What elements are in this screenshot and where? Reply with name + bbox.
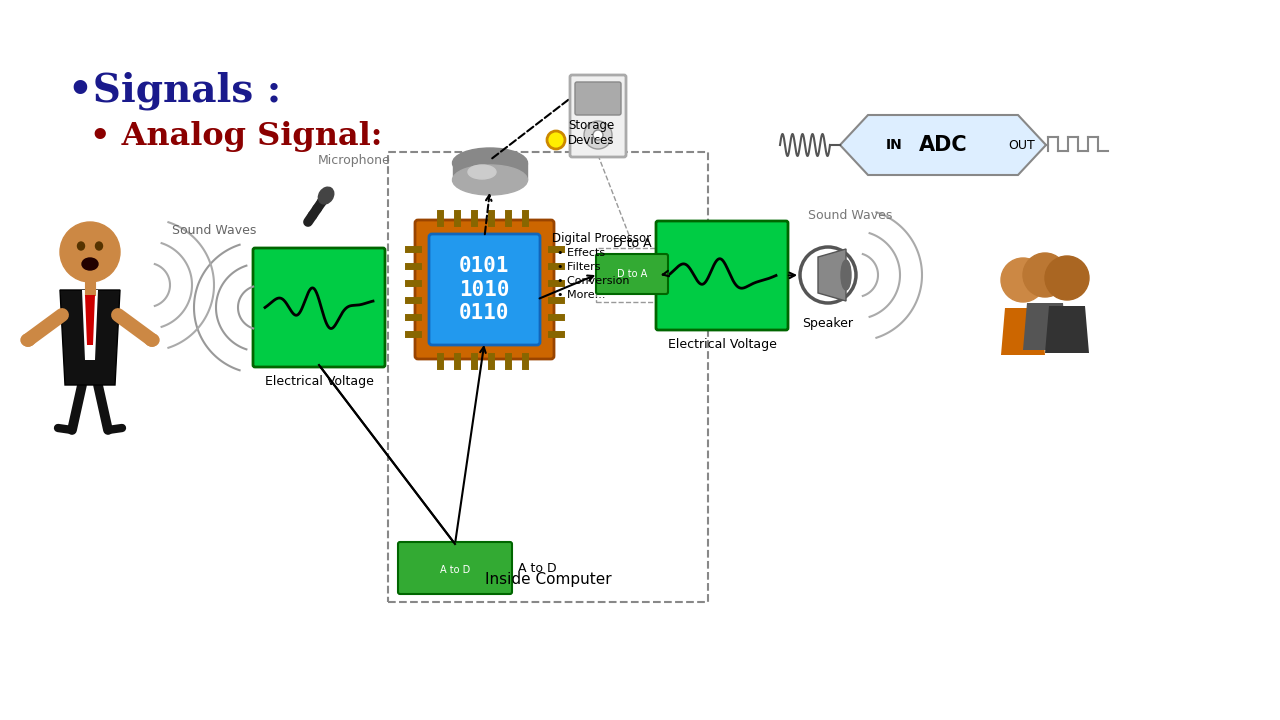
Text: Electrical Voltage: Electrical Voltage bbox=[265, 375, 374, 388]
FancyBboxPatch shape bbox=[253, 248, 385, 367]
Circle shape bbox=[584, 121, 612, 149]
Text: • Filters: • Filters bbox=[557, 262, 600, 272]
Text: OUT: OUT bbox=[1007, 138, 1034, 151]
Circle shape bbox=[547, 131, 564, 149]
Circle shape bbox=[593, 130, 603, 140]
Text: IN: IN bbox=[886, 138, 902, 152]
Ellipse shape bbox=[319, 187, 334, 204]
Text: D to A: D to A bbox=[613, 237, 652, 250]
Text: D to A: D to A bbox=[617, 269, 648, 279]
Ellipse shape bbox=[96, 242, 102, 250]
Bar bbox=[388, 152, 708, 602]
FancyBboxPatch shape bbox=[655, 221, 788, 330]
Ellipse shape bbox=[841, 260, 851, 290]
Ellipse shape bbox=[20, 334, 35, 346]
Polygon shape bbox=[840, 115, 1046, 175]
Polygon shape bbox=[60, 290, 120, 385]
FancyBboxPatch shape bbox=[429, 234, 540, 345]
Text: Speaker: Speaker bbox=[803, 317, 854, 330]
Circle shape bbox=[1023, 253, 1068, 297]
Polygon shape bbox=[1001, 308, 1044, 355]
Polygon shape bbox=[84, 295, 95, 345]
Bar bbox=[596, 248, 672, 302]
Bar bbox=[453, 163, 527, 180]
FancyBboxPatch shape bbox=[415, 220, 554, 359]
Circle shape bbox=[60, 222, 120, 282]
Text: A to D: A to D bbox=[518, 562, 557, 575]
Text: Sound Waves: Sound Waves bbox=[808, 209, 892, 222]
Circle shape bbox=[1001, 258, 1044, 302]
Ellipse shape bbox=[145, 334, 159, 346]
Polygon shape bbox=[82, 290, 99, 360]
Ellipse shape bbox=[468, 165, 497, 179]
Circle shape bbox=[1044, 256, 1089, 300]
FancyBboxPatch shape bbox=[596, 254, 668, 294]
Ellipse shape bbox=[453, 165, 527, 195]
Text: 0101
1010
0110: 0101 1010 0110 bbox=[460, 256, 509, 323]
Polygon shape bbox=[1023, 303, 1068, 350]
Text: Inside Computer: Inside Computer bbox=[485, 572, 612, 587]
Text: A to D: A to D bbox=[440, 565, 470, 575]
Ellipse shape bbox=[82, 258, 99, 270]
Text: Storage
Devices: Storage Devices bbox=[568, 119, 614, 147]
Text: • Effects: • Effects bbox=[557, 248, 605, 258]
Text: Microphone: Microphone bbox=[317, 154, 390, 167]
Text: • More...: • More... bbox=[557, 290, 605, 300]
Text: • Conversion: • Conversion bbox=[557, 276, 630, 286]
Text: Digital Processor: Digital Processor bbox=[552, 232, 652, 245]
Polygon shape bbox=[818, 249, 846, 301]
FancyBboxPatch shape bbox=[398, 542, 512, 594]
Polygon shape bbox=[1044, 306, 1089, 353]
Text: Sound Waves: Sound Waves bbox=[172, 223, 256, 236]
Ellipse shape bbox=[78, 242, 84, 250]
Text: Electrical Voltage: Electrical Voltage bbox=[668, 338, 777, 351]
FancyBboxPatch shape bbox=[575, 82, 621, 115]
FancyBboxPatch shape bbox=[570, 75, 626, 157]
Text: ADC: ADC bbox=[919, 135, 968, 155]
Text: •Signals :: •Signals : bbox=[68, 71, 282, 110]
Ellipse shape bbox=[453, 148, 527, 178]
Text: • Analog Signal:: • Analog Signal: bbox=[90, 121, 383, 152]
